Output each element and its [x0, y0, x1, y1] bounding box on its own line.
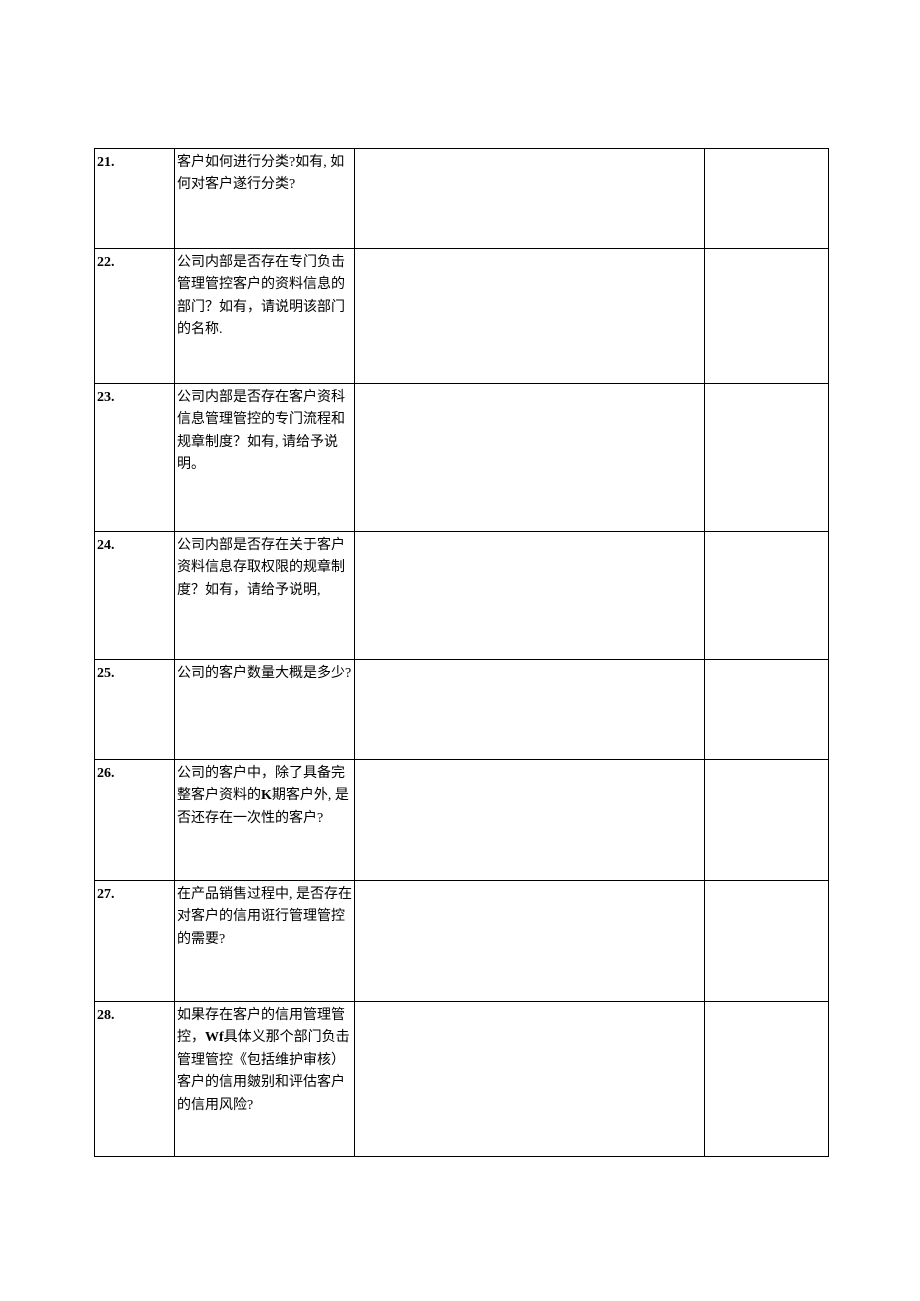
row-question: 公司内部是否存在客户资科信息管理管控的专门流程和规章制度？如有, 请给予说明。 — [175, 384, 355, 532]
questionnaire-table-container: 21.客户如何进行分类?如有, 如何对客户遂行分类?22.公司内部是否存在专门负… — [94, 148, 828, 1157]
row-question: 公司内部是否存在专门负击管理管控客户的资料信息的部门？如有，请说明该部门的名称. — [175, 249, 355, 384]
row-number: 28. — [95, 1002, 175, 1157]
table-row: 22.公司内部是否存在专门负击管理管控客户的资料信息的部门？如有，请说明该部门的… — [95, 249, 829, 384]
row-answer-1 — [355, 1002, 705, 1157]
row-question: 公司内部是否存在关于客户资料信息存取权限的规章制度？如有，请给予说明, — [175, 532, 355, 660]
row-number: 27. — [95, 881, 175, 1002]
row-question: 客户如何进行分类?如有, 如何对客户遂行分类? — [175, 149, 355, 249]
row-answer-1 — [355, 881, 705, 1002]
row-number: 21. — [95, 149, 175, 249]
row-answer-2 — [705, 384, 829, 532]
table-row: 27.在产品销售过程中, 是否存在对客户的信用诳行管理管控的需要? — [95, 881, 829, 1002]
row-answer-2 — [705, 532, 829, 660]
row-answer-1 — [355, 384, 705, 532]
table-row: 24.公司内部是否存在关于客户资料信息存取权限的规章制度？如有，请给予说明, — [95, 532, 829, 660]
row-answer-2 — [705, 881, 829, 1002]
table-row: 28.如果存在客户的信用管理管控，Wf具体义那个部门负击管理管控《包括维护审核）… — [95, 1002, 829, 1157]
table-row: 21.客户如何进行分类?如有, 如何对客户遂行分类? — [95, 149, 829, 249]
row-answer-2 — [705, 660, 829, 760]
table-row: 23.公司内部是否存在客户资科信息管理管控的专门流程和规章制度？如有, 请给予说… — [95, 384, 829, 532]
row-answer-1 — [355, 149, 705, 249]
table-row: 26.公司的客户中，除了具备完整客户资料的K期客户外, 是否还存在一次性的客户? — [95, 760, 829, 881]
row-question: 如果存在客户的信用管理管控，Wf具体义那个部门负击管理管控《包括维护审核）客户的… — [175, 1002, 355, 1157]
row-number: 22. — [95, 249, 175, 384]
row-answer-2 — [705, 1002, 829, 1157]
row-answer-2 — [705, 760, 829, 881]
row-number: 25. — [95, 660, 175, 760]
row-answer-2 — [705, 249, 829, 384]
row-question: 公司的客户数量大概是多少? — [175, 660, 355, 760]
questionnaire-table: 21.客户如何进行分类?如有, 如何对客户遂行分类?22.公司内部是否存在专门负… — [94, 148, 829, 1157]
row-answer-2 — [705, 149, 829, 249]
row-number: 24. — [95, 532, 175, 660]
row-question: 公司的客户中，除了具备完整客户资料的K期客户外, 是否还存在一次性的客户? — [175, 760, 355, 881]
row-answer-1 — [355, 249, 705, 384]
row-answer-1 — [355, 760, 705, 881]
table-row: 25.公司的客户数量大概是多少? — [95, 660, 829, 760]
row-answer-1 — [355, 532, 705, 660]
row-number: 26. — [95, 760, 175, 881]
row-question: 在产品销售过程中, 是否存在对客户的信用诳行管理管控的需要? — [175, 881, 355, 1002]
table-body: 21.客户如何进行分类?如有, 如何对客户遂行分类?22.公司内部是否存在专门负… — [95, 149, 829, 1157]
row-answer-1 — [355, 660, 705, 760]
row-number: 23. — [95, 384, 175, 532]
